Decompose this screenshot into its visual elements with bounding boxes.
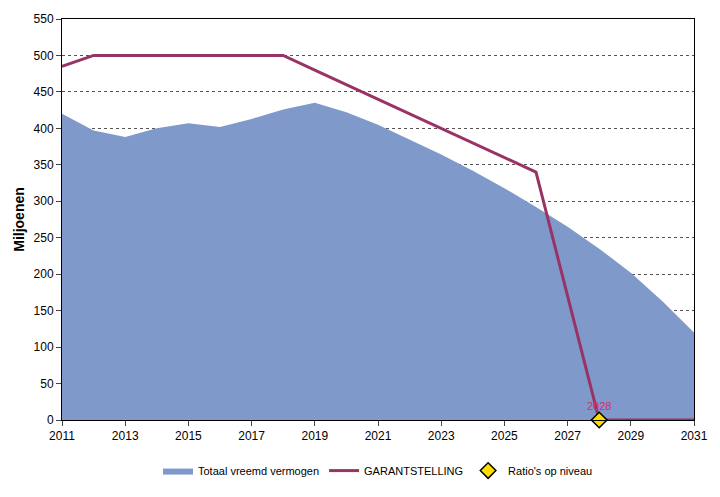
svg-text:0: 0 [47,413,54,427]
svg-text:Ratio's op niveau: Ratio's op niveau [508,465,592,477]
svg-text:2025: 2025 [491,429,518,443]
svg-text:2028: 2028 [587,400,611,412]
svg-text:GARANTSTELLING: GARANTSTELLING [364,465,463,477]
svg-text:500: 500 [34,49,54,63]
svg-text:2011: 2011 [49,429,75,443]
svg-text:150: 150 [34,304,54,318]
svg-text:2017: 2017 [238,429,265,443]
svg-text:350: 350 [34,158,54,172]
svg-text:2027: 2027 [554,429,581,443]
svg-text:Miljoenen: Miljoenen [11,187,27,252]
svg-text:2015: 2015 [175,429,202,443]
svg-text:2029: 2029 [617,429,644,443]
svg-text:200: 200 [34,267,54,281]
svg-text:400: 400 [34,122,54,136]
svg-text:2021: 2021 [365,429,392,443]
svg-text:50: 50 [40,377,54,391]
svg-text:450: 450 [34,85,54,99]
svg-text:2031: 2031 [681,429,708,443]
svg-text:Totaal vreemd vermogen: Totaal vreemd vermogen [198,465,319,477]
svg-text:2013: 2013 [112,429,139,443]
svg-text:300: 300 [34,194,54,208]
svg-text:550: 550 [34,12,54,26]
svg-text:100: 100 [34,340,54,354]
svg-text:2023: 2023 [428,429,455,443]
svg-text:2019: 2019 [301,429,328,443]
svg-text:250: 250 [34,231,54,245]
